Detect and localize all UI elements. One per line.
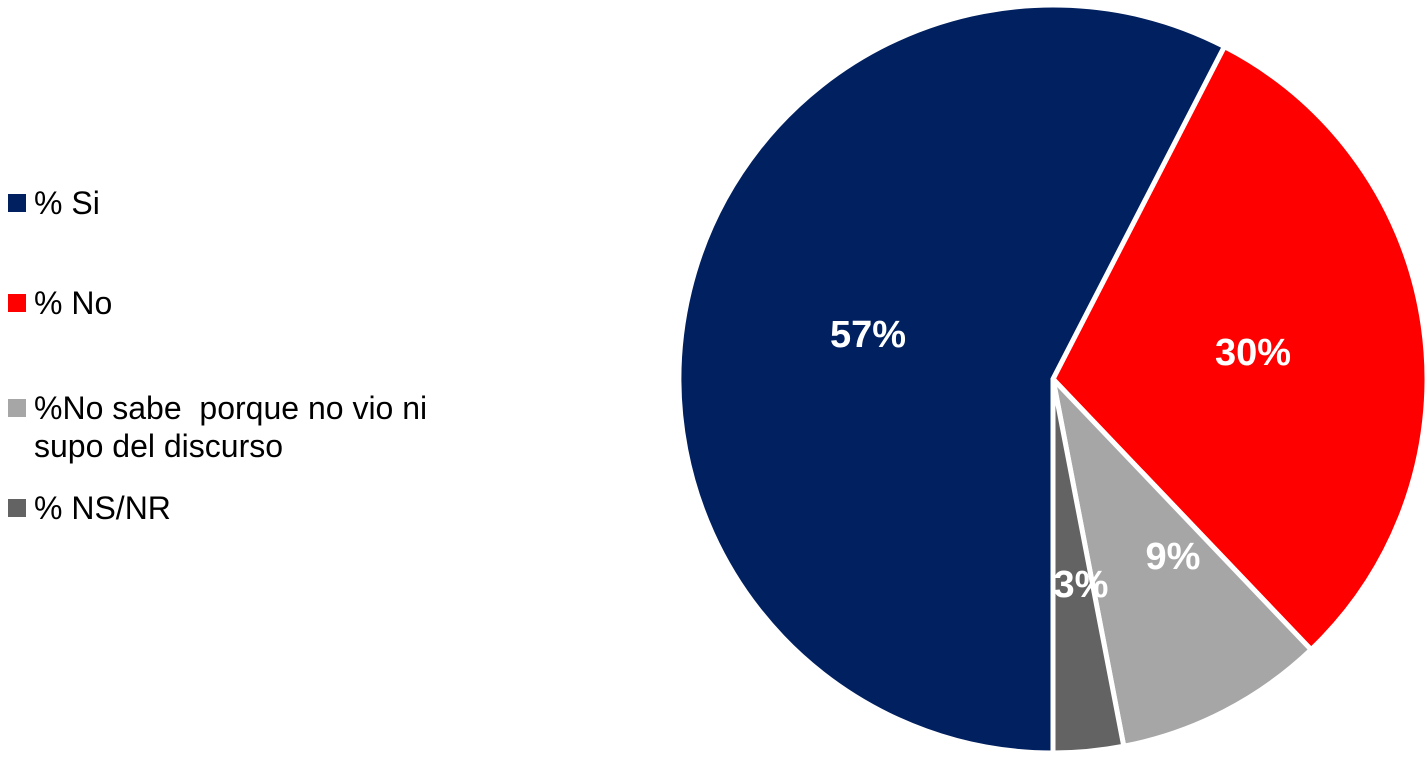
slice-label-ns-nr: 3% — [1054, 564, 1109, 606]
slice-no-sabe — [1048, 371, 1315, 750]
legend-item-no-sabe: %No sabe porque no vio ni supo del discu… — [8, 389, 434, 465]
legend-swatch-ns-nr — [8, 499, 26, 517]
legend-swatch-si — [8, 194, 26, 212]
legend-label-no: % No — [34, 285, 113, 321]
legend-label-no-sabe: %No sabe porque no vio ni supo del discu… — [34, 390, 437, 464]
legend-label-si: % Si — [34, 185, 100, 221]
legend-item-si: % Si — [8, 184, 100, 222]
slice-si — [676, 2, 1228, 756]
pie-slices — [676, 2, 1425, 756]
legend-label-ns-nr: % NS/NR — [34, 490, 171, 526]
slice-label-no-sabe: 9% — [1146, 536, 1201, 578]
pie-labels: 57% 30% 9% 3% — [830, 314, 1291, 606]
legend-item-no: % No — [8, 284, 112, 322]
slice-label-si: 57% — [830, 314, 906, 356]
slice-label-no: 30% — [1215, 332, 1291, 374]
legend-swatch-no — [8, 294, 26, 312]
slice-no — [1049, 43, 1425, 654]
legend: % Si % No %No sabe porque no vio ni supo… — [8, 0, 568, 757]
legend-item-ns-nr: % NS/NR — [8, 489, 171, 527]
legend-swatch-no-sabe — [8, 399, 26, 417]
